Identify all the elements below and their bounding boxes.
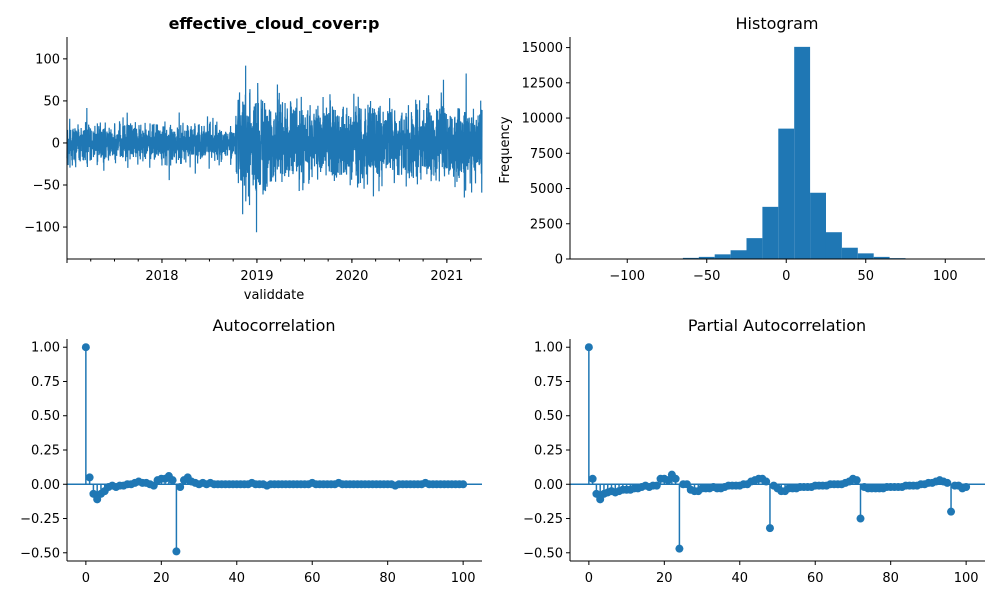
histogram-bar (698, 256, 715, 259)
y-tick-label: 1.00 (534, 341, 563, 356)
y-tick-label: −0.25 (20, 512, 60, 527)
x-tick-label: 0 (585, 571, 593, 586)
histogram-bar (825, 232, 842, 259)
y-tick-label: 7500 (530, 147, 563, 162)
y-tick-label: 0.25 (31, 444, 60, 459)
y-tick-label: −0.50 (20, 546, 60, 561)
histogram-bar (714, 254, 731, 259)
y-tick-label: 0.50 (31, 409, 60, 424)
x-tick-label: −100 (609, 269, 645, 284)
stem-marker (172, 547, 181, 556)
y-tick-label: 0.50 (534, 409, 563, 424)
stem-marker (947, 507, 956, 516)
y-tick-label: 0.00 (31, 478, 60, 493)
stem-marker (962, 483, 971, 491)
histogram-bar (746, 238, 763, 259)
y-tick-label: 0.25 (534, 444, 563, 459)
stem-marker (176, 483, 185, 491)
stem-marker (85, 473, 94, 482)
acf-panel: Autocorrelation −0.50 −0.25 0.00 0.25 0.50 0.… (20, 316, 482, 586)
stem-marker (675, 544, 684, 553)
y-tick-label: −0.50 (523, 546, 563, 561)
pacf-stems (570, 343, 985, 553)
x-tick-label: 80 (379, 571, 396, 586)
x-tick-label: 2021 (430, 269, 463, 284)
x-tick-label: 0 (782, 269, 790, 284)
acf-axes: −0.50 −0.25 0.00 0.25 0.50 0.75 1.00 0 20 40 60 80 1… (20, 339, 482, 586)
histogram-bar (873, 256, 890, 259)
y-tick-label: 1.00 (31, 341, 60, 356)
x-tick-label: 50 (857, 269, 874, 284)
x-tick-label: 0 (82, 571, 90, 586)
histogram-bar (857, 253, 874, 259)
x-tick-label: 20 (656, 571, 673, 586)
timeseries-panel: effective_cloud_cover:p −100 −50 0 50 100 201… (24, 14, 483, 303)
y-tick-label: 0.75 (534, 375, 563, 390)
histogram-bars (682, 46, 906, 259)
x-tick-label: 100 (954, 571, 979, 586)
x-tick-label: 2020 (335, 269, 368, 284)
histogram-bar (762, 206, 779, 259)
stem-marker (856, 514, 865, 523)
y-tick-label: 0.00 (534, 478, 563, 493)
timeseries-axes: −100 −50 0 50 100 2018 2019 2020 2021 (24, 37, 482, 284)
stem-marker (584, 343, 593, 352)
stem-marker (762, 477, 771, 486)
y-tick-label: −0.25 (523, 512, 563, 527)
x-tick-label: 100 (933, 269, 958, 284)
stem-marker (81, 343, 90, 352)
histogram-axes: 0 2500 5000 7500 10000 12500 15000 −100 −50 0 50 10… (522, 37, 985, 284)
histogram-bar (841, 247, 858, 259)
histogram-panel: Histogram 0 2500 5000 7500 10000 12500 15000 −1… (498, 14, 985, 284)
pacf-axes: −0.50 −0.25 0.00 0.25 0.50 0.75 1.00 0 20 40 60 80 1… (523, 339, 985, 586)
histogram-title: Histogram (736, 14, 819, 33)
x-tick-label: −50 (693, 269, 720, 284)
stem-marker (943, 478, 952, 487)
histogram-bar (778, 128, 795, 259)
stem-marker (588, 474, 597, 483)
x-tick-label: 2018 (145, 269, 178, 284)
y-tick-label: 0.75 (31, 375, 60, 390)
y-tick-label: 15000 (522, 41, 563, 56)
y-tick-label: 0 (52, 136, 60, 151)
histogram-bar (682, 257, 699, 259)
pacf-panel: Partial Autocorrelation −0.50 −0.25 0.00 0.… (523, 316, 985, 586)
timeseries-line (66, 65, 483, 233)
acf-stems (67, 343, 482, 556)
stem-marker (765, 524, 774, 533)
x-tick-label: 60 (807, 571, 824, 586)
timeseries-title: effective_cloud_cover:p (169, 14, 380, 33)
stem-marker (459, 480, 468, 489)
x-tick-label: 100 (451, 571, 476, 586)
y-tick-label: 10000 (522, 112, 563, 127)
y-tick-label: 12500 (522, 76, 563, 91)
x-tick-label: 60 (304, 571, 321, 586)
timeseries-plot (66, 65, 483, 233)
y-tick-label: 0 (555, 253, 563, 268)
x-tick-label: 20 (153, 571, 170, 586)
y-tick-label: 5000 (530, 182, 563, 197)
histogram-bar (730, 250, 747, 259)
x-tick-label: 40 (731, 571, 748, 586)
x-tick-label: 40 (228, 571, 245, 586)
y-tick-label: 100 (35, 52, 60, 67)
x-tick-label: 2019 (240, 269, 273, 284)
stem-marker (671, 474, 680, 483)
timeseries-xlabel: validdate (244, 288, 304, 303)
y-tick-label: 50 (43, 94, 60, 109)
x-tick-label: 80 (882, 571, 899, 586)
histogram-ylabel: Frequency (498, 116, 513, 183)
y-tick-label: −50 (33, 179, 60, 194)
y-tick-label: −100 (24, 221, 60, 236)
acf-title: Autocorrelation (213, 316, 336, 335)
stem-marker (652, 481, 661, 490)
stem-marker (168, 476, 177, 485)
stem-marker (852, 476, 861, 485)
y-tick-label: 2500 (530, 217, 563, 232)
histogram-bar (810, 192, 826, 259)
histogram-bar (794, 46, 811, 259)
pacf-title: Partial Autocorrelation (688, 316, 866, 335)
